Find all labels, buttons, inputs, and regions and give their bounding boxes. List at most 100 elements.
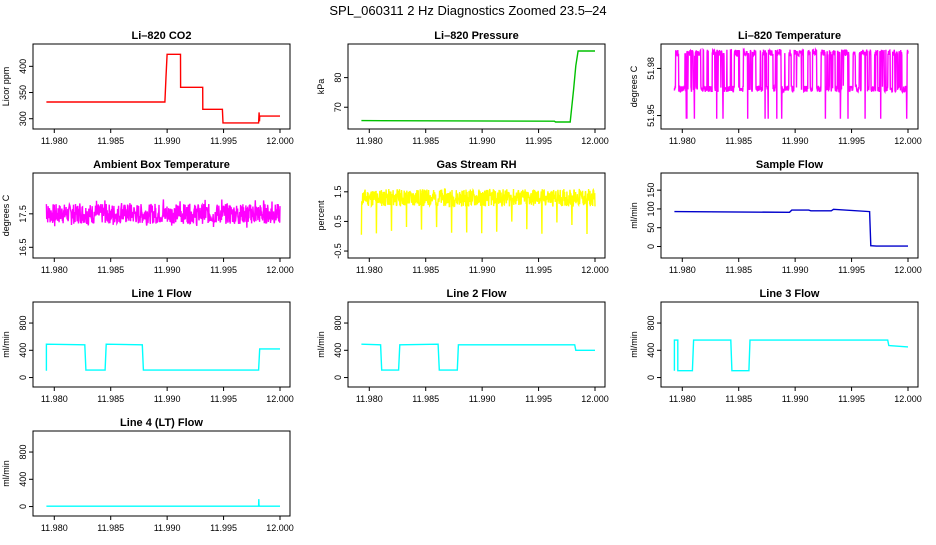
x-tick-label: 11.985 — [725, 136, 752, 146]
series-line — [45, 343, 280, 371]
x-tick-label: 12.000 — [266, 394, 294, 404]
y-tick-label: 0 — [18, 375, 28, 380]
x-tick-label: 11.985 — [412, 394, 439, 404]
plot-frame — [32, 172, 291, 259]
panel-title: Sample Flow — [756, 159, 824, 171]
y-tick-label: 800 — [18, 445, 28, 460]
panel-2: Li–820 Pressure kPa 70 80 11.980 11.985 11.990… — [316, 30, 609, 146]
y-axis-label: Licor ppm — [1, 67, 11, 107]
y-axis-label: percent — [316, 200, 326, 231]
plot-frame — [32, 430, 291, 517]
x-tick-label: 12.000 — [581, 136, 609, 146]
x-tick-label: 12.000 — [894, 394, 922, 404]
x-tick-label: 11.995 — [525, 136, 552, 146]
plot-frame — [347, 172, 606, 259]
panel-title: Li–820 Temperature — [738, 30, 841, 42]
y-axis-label: degrees C — [629, 65, 639, 107]
panel-title: Gas Stream RH — [436, 159, 516, 171]
panel-10: Line 4 (LT) Flow ml/min 0 400 800 11.980 11.98… — [1, 417, 294, 533]
plot-frame — [32, 301, 291, 388]
y-tick-label: 150 — [646, 183, 656, 198]
panel-3: Li–820 Temperature degrees C 51.95 51.98 11.… — [629, 30, 922, 146]
panel-7: Line 1 Flow ml/min 0 400 800 11.980 11.985 11.9… — [1, 288, 294, 404]
y-tick-label: 80 — [333, 73, 343, 83]
x-tick-label: 12.000 — [266, 136, 294, 146]
y-tick-label: 350 — [18, 85, 28, 100]
x-tick-label: 11.990 — [782, 136, 809, 146]
y-axis-label: ml/min — [1, 331, 11, 358]
x-tick-label: 11.980 — [41, 523, 68, 533]
x-tick-label: 11.995 — [210, 523, 237, 533]
x-tick-label: 11.985 — [412, 265, 439, 275]
x-tick-label: 11.990 — [469, 265, 496, 275]
figure-title: SPL_060311 2 Hz Diagnostics Zoomed 23.5–… — [329, 3, 606, 18]
plot-frame — [347, 301, 606, 388]
x-tick-label: 11.980 — [41, 136, 68, 146]
y-tick-label: 300 — [18, 111, 28, 126]
y-tick-label: 50 — [646, 223, 656, 233]
x-tick-label: 11.990 — [782, 265, 809, 275]
panel-title: Li–820 Pressure — [434, 30, 518, 42]
panel-title: Li–820 CO2 — [132, 30, 192, 42]
panel-9: Line 3 Flow ml/min 0 400 800 11.980 11.985 11.9… — [629, 288, 922, 404]
x-tick-label: 11.995 — [525, 394, 552, 404]
x-tick-label: 11.980 — [41, 394, 68, 404]
y-tick-label: -0.5 — [333, 243, 343, 259]
y-tick-label: 0.5 — [333, 215, 343, 228]
x-tick-label: 11.980 — [669, 136, 696, 146]
y-tick-label: 70 — [333, 102, 343, 112]
x-tick-label: 11.995 — [838, 394, 865, 404]
y-axis-label: degrees C — [1, 194, 11, 236]
x-tick-label: 12.000 — [894, 265, 922, 275]
y-axis-label: ml/min — [629, 331, 639, 358]
x-tick-label: 11.995 — [525, 265, 552, 275]
series-line — [46, 499, 280, 507]
panel-title: Line 1 Flow — [132, 288, 192, 300]
x-tick-label: 11.990 — [782, 394, 809, 404]
plot-frame — [347, 43, 606, 130]
plot-frame — [660, 301, 919, 388]
y-tick-label: 16.5 — [18, 239, 28, 257]
y-tick-label: 51.98 — [646, 57, 656, 80]
x-tick-label: 11.990 — [154, 394, 181, 404]
y-tick-label: 400 — [18, 59, 28, 74]
y-tick-label: 800 — [18, 316, 28, 331]
y-axis-label: ml/min — [1, 460, 11, 487]
y-tick-label: 400 — [333, 343, 343, 358]
x-tick-label: 11.980 — [356, 394, 383, 404]
panel-4: Ambient Box Temperature degrees C 16.5 17.5… — [1, 159, 294, 275]
x-tick-label: 11.980 — [41, 265, 68, 275]
y-tick-label: 1.5 — [333, 186, 343, 199]
y-tick-label: 0 — [646, 244, 656, 249]
y-tick-label: 51.95 — [646, 104, 656, 127]
series-line — [673, 46, 909, 119]
plot-frame — [660, 172, 919, 259]
y-tick-label: 0 — [646, 375, 656, 380]
x-tick-label: 11.985 — [725, 265, 752, 275]
panel-title: Ambient Box Temperature — [93, 159, 230, 171]
x-tick-label: 11.995 — [210, 136, 237, 146]
x-tick-label: 11.980 — [669, 394, 696, 404]
panel-1: Li–820 CO2 Licor ppm 300 350 400 11.980 11.985… — [1, 30, 294, 146]
panel-title: Line 3 Flow — [760, 288, 820, 300]
x-tick-label: 11.990 — [154, 523, 181, 533]
y-tick-label: 400 — [18, 343, 28, 358]
y-tick-label: 800 — [646, 316, 656, 331]
x-tick-label: 11.980 — [356, 136, 383, 146]
series-line — [46, 53, 280, 124]
x-tick-label: 11.990 — [154, 136, 181, 146]
y-tick-label: 400 — [646, 343, 656, 358]
x-tick-label: 11.985 — [97, 136, 124, 146]
y-tick-label: 0 — [18, 504, 28, 509]
x-tick-label: 11.985 — [97, 265, 124, 275]
x-tick-label: 11.995 — [210, 394, 237, 404]
panel-6: Sample Flow ml/min 0 50 100 150 11.980 11.985 11… — [629, 159, 922, 275]
panel-title: Line 2 Flow — [447, 288, 507, 300]
y-axis-label: kPa — [316, 79, 326, 95]
panel-5: Gas Stream RH percent -0.5 0.5 1.5 11.980 11.9… — [316, 159, 609, 275]
series-line — [673, 339, 909, 372]
panel-title: Line 4 (LT) Flow — [120, 417, 203, 429]
y-axis-label: ml/min — [629, 202, 639, 229]
plot-frame — [32, 43, 291, 130]
x-tick-label: 11.995 — [210, 265, 237, 275]
